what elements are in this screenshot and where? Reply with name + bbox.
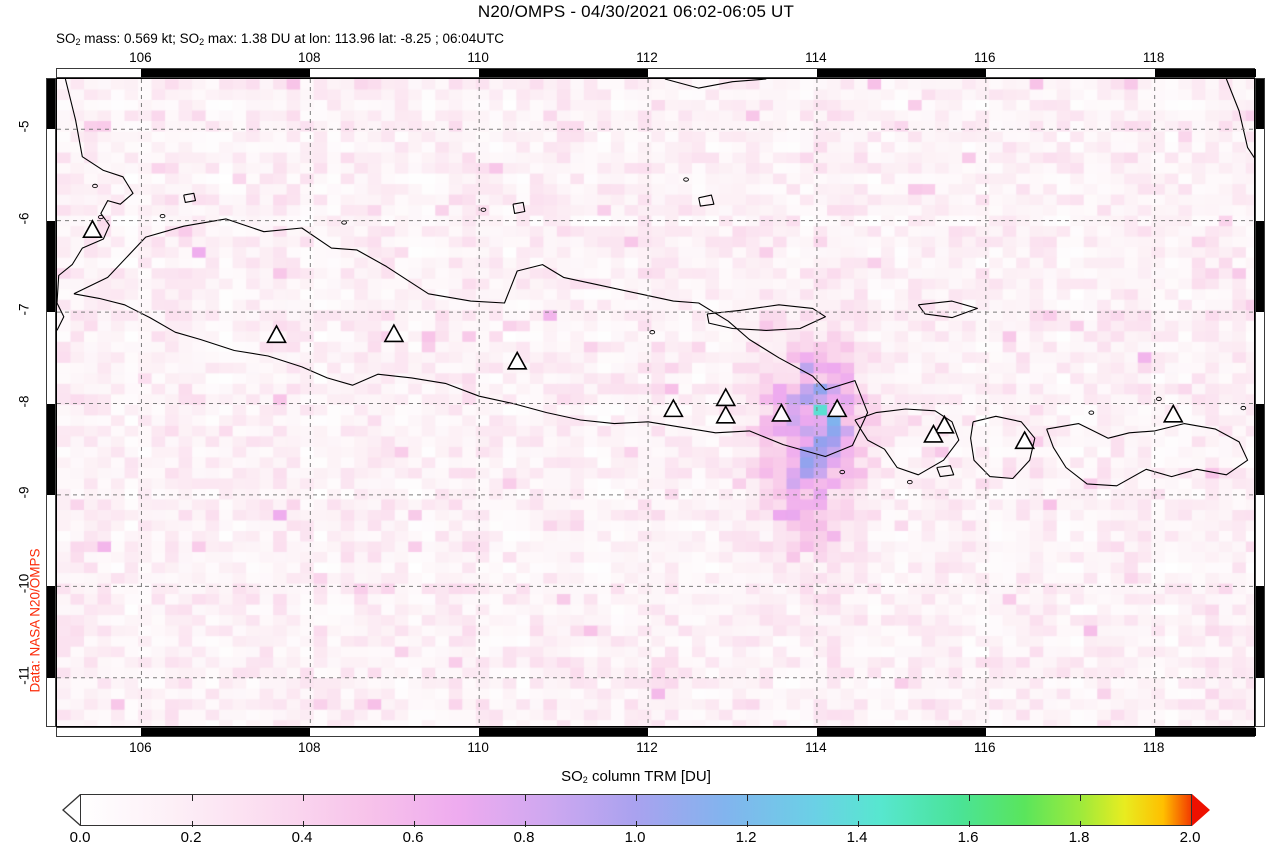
volcano-marker[interactable]	[923, 423, 944, 443]
so2-summary-text: SO2 mass: 0.569 kt; SO2 max: 1.38 DU at …	[56, 31, 504, 47]
volcano-marker[interactable]	[934, 414, 955, 434]
map-plot-area[interactable]	[56, 78, 1255, 727]
colorbar-tick	[858, 821, 859, 827]
colorbar-tick	[1080, 795, 1081, 801]
colorbar-tick	[636, 821, 637, 827]
so2-label-1: SO	[56, 31, 76, 46]
y-tick--10: -10	[16, 574, 32, 594]
colorbar-tick	[525, 821, 526, 827]
colorbar-tick-label-2.0: 2.0	[1179, 829, 1201, 846]
colorbar-tick-label-0.2: 0.2	[180, 829, 202, 846]
cb-subscript-2: 2	[582, 775, 588, 785]
colorbar-tick	[414, 821, 415, 827]
map-canvas[interactable]	[56, 78, 1255, 727]
colorbar-tick	[192, 821, 193, 827]
colorbar-tick	[858, 795, 859, 801]
x-tick-106: 106	[129, 50, 152, 65]
x-tick-110: 110	[467, 740, 489, 755]
x-tick-106: 106	[129, 740, 152, 755]
x-tick-112: 112	[636, 740, 658, 755]
volcano-marker[interactable]	[383, 323, 405, 343]
axis-frame-right	[1255, 78, 1265, 727]
x-tick-112: 112	[636, 50, 658, 65]
colorbar-tick	[303, 821, 304, 827]
y-tick--5: -5	[16, 120, 32, 133]
colorbar-tick	[414, 795, 415, 801]
so2-max-text: max: 1.38 DU at lon: 113.96 lat: -8.25 ;…	[204, 31, 505, 46]
colorbar-title: SO2 column TRM [DU]	[0, 768, 1272, 785]
colorbar-tick	[969, 795, 970, 801]
subscript-2a: 2	[75, 37, 81, 47]
colorbar-tick	[1080, 821, 1081, 827]
colorbar-tick-label-1.8: 1.8	[1068, 829, 1090, 846]
colorbar-tick	[525, 795, 526, 801]
colorbar-under-arrow	[63, 794, 82, 826]
cb-so2: SO	[561, 768, 583, 785]
volcano-marker[interactable]	[771, 402, 792, 422]
colorbar-tick-label-1.2: 1.2	[735, 829, 757, 846]
colorbar-tick	[747, 795, 748, 801]
page-title: N20/OMPS - 04/30/2021 06:02-06:05 UT	[477, 2, 795, 21]
so2-mass-text: mass: 0.569 kt; SO	[80, 31, 200, 46]
volcano-marker[interactable]	[82, 219, 103, 239]
volcano-marker[interactable]	[266, 324, 287, 344]
colorbar-over-arrow	[1192, 794, 1210, 826]
colorbar-tick	[747, 821, 748, 827]
y-tick--7: -7	[16, 303, 32, 316]
x-tick-116: 116	[974, 50, 996, 65]
volcano-marker[interactable]	[715, 387, 737, 407]
colorbar-tick-label-1.0: 1.0	[624, 829, 646, 846]
colorbar-tick	[636, 795, 637, 801]
colorbar-tick	[969, 821, 970, 827]
y-tick--9: -9	[16, 486, 32, 499]
cb-units: column TRM [DU]	[587, 768, 711, 785]
axis-frame-top	[56, 68, 1256, 78]
colorbar-tick	[303, 795, 304, 801]
axis-frame-bottom	[56, 727, 1256, 737]
volcano-marker[interactable]	[715, 404, 737, 424]
x-tick-114: 114	[805, 50, 827, 65]
x-tick-118: 118	[1142, 740, 1165, 755]
y-tick--11: -11	[16, 665, 32, 685]
volcano-marker[interactable]	[663, 398, 684, 418]
x-tick-110: 110	[467, 50, 489, 65]
subscript-2b: 2	[199, 37, 205, 47]
y-tick--6: -6	[16, 212, 32, 225]
x-tick-118: 118	[1142, 50, 1165, 65]
x-tick-108: 108	[298, 50, 321, 65]
so2-raster-layer	[57, 79, 1254, 726]
volcano-marker[interactable]	[506, 350, 528, 370]
colorbar-tick-label-1.6: 1.6	[957, 829, 979, 846]
x-tick-114: 114	[805, 740, 827, 755]
volcano-marker[interactable]	[1014, 430, 1035, 450]
x-tick-116: 116	[974, 740, 996, 755]
y-tick--8: -8	[16, 395, 32, 408]
colorbar-tick-label-0.0: 0.0	[69, 829, 91, 846]
axis-frame-left	[46, 78, 56, 727]
colorbar-tick-label-0.8: 0.8	[513, 829, 535, 846]
volcano-marker-layer	[82, 219, 1184, 450]
volcano-marker[interactable]	[1162, 403, 1184, 423]
volcano-marker[interactable]	[826, 398, 848, 418]
colorbar-tick-label-1.4: 1.4	[846, 829, 868, 846]
colorbar-gradient[interactable]	[80, 794, 1192, 827]
colorbar-tick-label-0.6: 0.6	[402, 829, 424, 846]
colorbar-tick	[192, 795, 193, 801]
x-tick-108: 108	[298, 740, 321, 755]
colorbar[interactable]	[62, 794, 1210, 827]
colorbar-tick-label-0.4: 0.4	[291, 829, 313, 846]
